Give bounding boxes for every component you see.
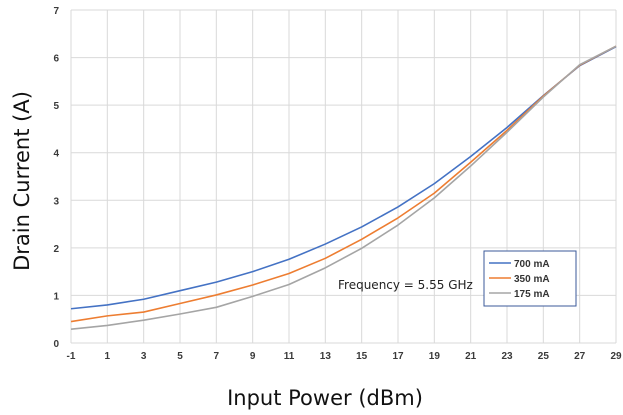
x-tick-label: 7	[214, 351, 220, 362]
x-tick-label: 27	[574, 351, 586, 362]
x-tick-label: 21	[465, 351, 477, 362]
frequency-annotation: Frequency = 5.55 GHz	[338, 278, 473, 292]
x-tick-label: 19	[429, 351, 441, 362]
x-tick-label: 17	[392, 351, 404, 362]
x-tick-label: 23	[501, 351, 513, 362]
x-tick-label: 25	[538, 351, 550, 362]
x-tick-label: 29	[610, 351, 622, 362]
x-tick-label: 11	[284, 351, 295, 362]
legend: 700 mA 350 mA 175 mA	[484, 251, 576, 306]
y-axis-title: Drain Current (A)	[10, 91, 34, 271]
x-tick-label: 3	[141, 351, 147, 362]
x-tick-label: 1	[105, 351, 111, 362]
y-tick-label: 7	[53, 6, 59, 17]
legend-label: 350 mA	[514, 274, 550, 285]
x-axis-title: Input Power (dBm)	[227, 386, 423, 410]
legend-label: 700 mA	[514, 259, 550, 270]
x-tick-label: -1	[67, 351, 76, 362]
y-tick-label: 4	[53, 149, 59, 160]
y-tick-label: 0	[53, 339, 59, 350]
x-tick-label: 5	[177, 351, 183, 362]
y-tick-label: 2	[53, 244, 59, 255]
y-tick-label: 6	[53, 54, 59, 65]
x-tick-label: 15	[356, 351, 368, 362]
legend-label: 175 mA	[514, 289, 550, 300]
y-tick-label: 1	[53, 291, 59, 302]
x-tick-label: 13	[320, 351, 332, 362]
y-tick-label: 5	[53, 101, 59, 112]
x-tick-label: 9	[250, 351, 256, 362]
y-tick-label: 3	[53, 196, 59, 207]
